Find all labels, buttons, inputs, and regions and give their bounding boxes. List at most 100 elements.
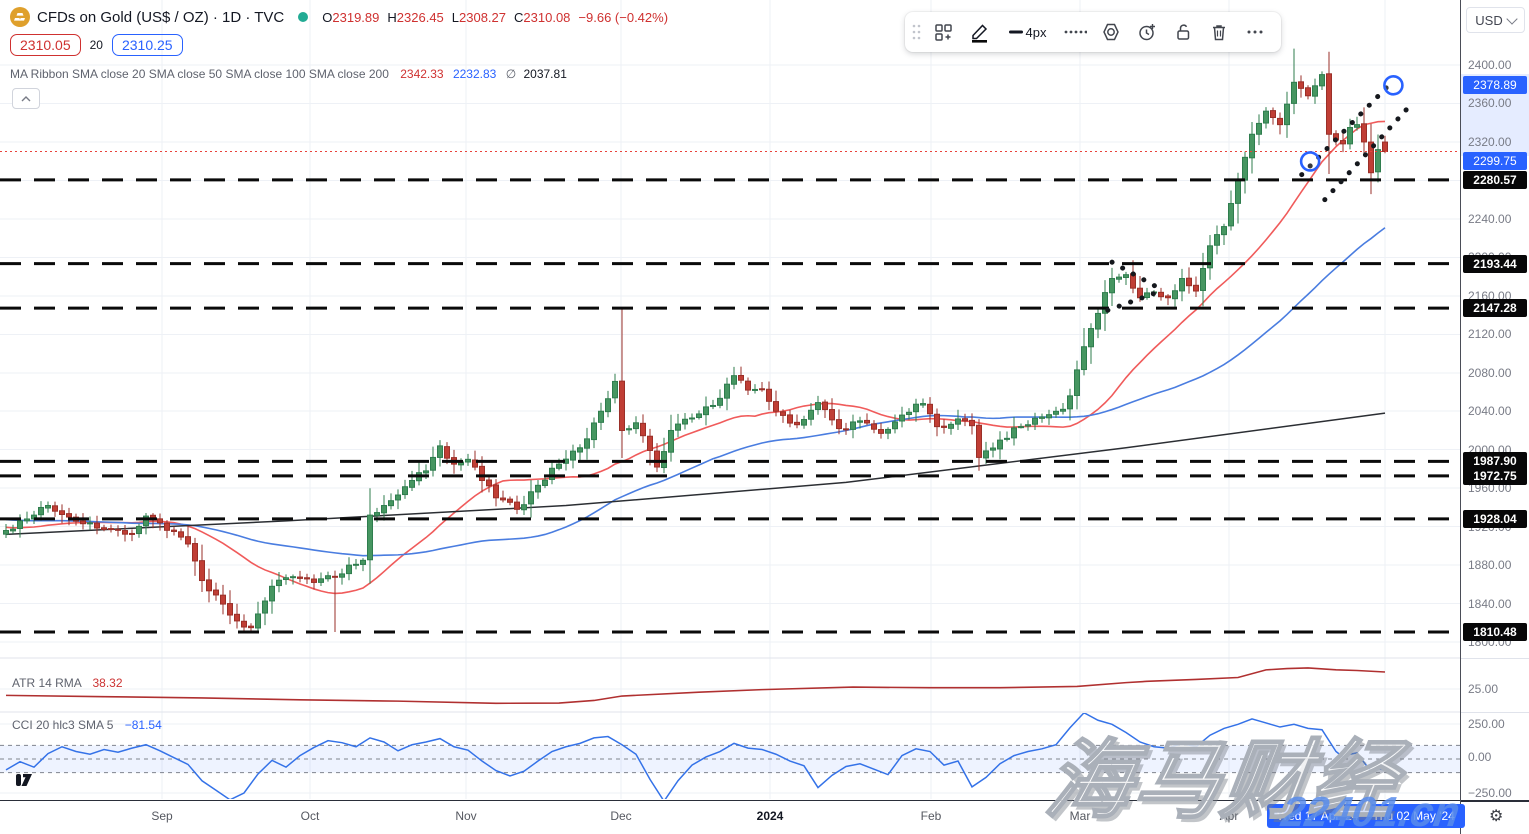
line-width-button[interactable]: 4px <box>998 15 1056 49</box>
ma-ribbon-lines <box>5 120 1386 595</box>
level-price-badge: 2193.44 <box>1463 254 1527 273</box>
line-width-value: 4px <box>1025 24 1047 40</box>
more-options-icon[interactable] <box>1238 15 1272 49</box>
close-label: C <box>514 9 524 25</box>
price-scale[interactable]: 2400.002360.002320.002280.002240.002200.… <box>1460 0 1529 834</box>
candles-layer <box>3 48 1388 634</box>
time-axis-label: Sep <box>151 809 173 823</box>
currency-label: USD <box>1475 12 1503 28</box>
time-axis-label: Mar <box>1069 809 1091 823</box>
price-tick: 2400.00 <box>1468 58 1512 72</box>
open-value: 2319.89 <box>332 9 380 25</box>
atr-line <box>5 667 1386 705</box>
price-tick: 1840.00 <box>1468 596 1512 611</box>
chart-legend: CFDs on Gold (US$ / OZ) · 1D · TVC O2319… <box>10 7 668 109</box>
close-value: 2310.08 <box>523 9 571 25</box>
low-value: 2308.27 <box>459 9 507 25</box>
lock-icon[interactable] <box>1166 15 1200 49</box>
sma-200-line <box>5 412 1386 536</box>
ma-ribbon-sma50-value: 2232.83 <box>452 67 497 81</box>
atr-pane <box>5 667 1386 705</box>
symbol-logo-icon <box>10 7 30 27</box>
key-level-lines <box>0 178 1460 634</box>
time-axis-label: Oct <box>300 809 320 823</box>
atr-label-text: ATR 14 RMA <box>12 676 82 690</box>
ohlc-readout: O2319.89 H2326.45 L2308.27 C2310.08 −9.66 (−… <box>322 10 668 25</box>
price-tick: 2360.00 <box>1468 96 1512 111</box>
tradingview-logo[interactable] <box>16 772 42 793</box>
market-status-icon[interactable] <box>298 12 309 22</box>
cci-tick: 250.00 <box>1468 717 1505 731</box>
axis-settings-gear-icon[interactable]: ⚙ <box>1489 808 1504 825</box>
cci-value: −81.54 <box>124 718 162 732</box>
level-price-badge: 1928.04 <box>1463 509 1527 528</box>
price-tick: 2320.00 <box>1468 134 1512 149</box>
time-axis-label: Dec <box>610 809 632 823</box>
settings-icon[interactable] <box>1094 15 1128 49</box>
price-tick: 2240.00 <box>1468 211 1512 226</box>
time-axis-label: Apr <box>1219 809 1239 823</box>
drawing-toolbar: 4px <box>905 12 1281 52</box>
time-axis-label: Feb <box>920 809 942 823</box>
cci-line <box>5 713 1386 799</box>
sma-20-line <box>5 120 1386 595</box>
level-price-badge: 2147.28 <box>1463 299 1527 318</box>
time-axis-label: 2024 <box>756 809 784 823</box>
toolbar-drag-handle[interactable] <box>909 21 923 43</box>
add-alert-icon[interactable] <box>1130 15 1164 49</box>
pane-separator <box>1461 658 1529 659</box>
delete-icon[interactable] <box>1202 15 1236 49</box>
main-chart-svg[interactable] <box>0 0 1460 800</box>
currency-selector[interactable]: USD <box>1466 7 1525 33</box>
atr-value: 38.32 <box>92 676 123 690</box>
chevron-down-icon <box>1506 12 1518 25</box>
line-style-icon[interactable] <box>1058 15 1092 49</box>
cci-label-text: CCI 20 hlc3 SMA 5 <box>12 718 114 732</box>
range-start-date: Wed 17 Apr '24 <box>1277 809 1359 823</box>
ma-ribbon-legend[interactable]: MA Ribbon SMA close 20 SMA close 50 SMA … <box>10 67 567 81</box>
ma-ribbon-sma20-value: 2342.33 <box>400 67 444 81</box>
price-tick: 2040.00 <box>1468 404 1512 419</box>
ma-ribbon-avg-value: 2037.81 <box>523 67 567 81</box>
price-tick: 2120.00 <box>1468 327 1512 342</box>
drawing-handle[interactable] <box>1383 75 1404 96</box>
ma-ribbon-label: MA Ribbon SMA close 20 SMA close 50 SMA … <box>10 67 389 81</box>
gridlines <box>0 0 1460 799</box>
chart-area[interactable] <box>0 0 1460 800</box>
price-tick: 1880.00 <box>1468 558 1512 573</box>
time-axis[interactable]: Wed 17 Apr '24 Thu 02 May '24 Sep Oct Nov D… <box>0 800 1465 834</box>
template-icon[interactable] <box>926 15 960 49</box>
ma-ribbon-avg-symbol: ∅ <box>505 67 517 81</box>
sell-button[interactable]: 2310.05 <box>10 34 81 56</box>
cci-pane <box>0 713 1460 799</box>
cci-tick: −250.00 <box>1468 786 1512 800</box>
high-label: H <box>387 9 397 25</box>
drawing-price-badge: 2299.75 <box>1463 152 1527 171</box>
atr-legend[interactable]: ATR 14 RMA 38.32 <box>12 676 123 690</box>
level-price-badge: 1972.75 <box>1463 466 1527 485</box>
drawing-price-badge: 2378.89 <box>1463 76 1527 95</box>
change-value: −9.66 (−0.42%) <box>578 9 669 25</box>
axis-separator <box>1461 800 1529 802</box>
high-value: 2326.45 <box>396 9 444 25</box>
range-end-date: Thu 02 May '24 <box>1372 809 1455 823</box>
atr-tick: 25.00 <box>1468 682 1499 696</box>
buy-button[interactable]: 2310.25 <box>111 34 183 56</box>
drawing-handle[interactable] <box>1299 151 1321 172</box>
price-tick: 2080.00 <box>1468 365 1512 380</box>
color-pencil-icon[interactable] <box>962 15 996 49</box>
level-price-badge: 2280.57 <box>1463 170 1527 189</box>
symbol-title[interactable]: CFDs on Gold (US$ / OZ) · 1D · TVC <box>37 8 285 26</box>
cci-tick: 0.00 <box>1468 750 1492 764</box>
low-label: L <box>451 9 460 25</box>
pane-separator <box>1461 712 1529 713</box>
spread-value: 20 <box>89 38 103 52</box>
cci-legend[interactable]: CCI 20 hlc3 SMA 5 −81.54 <box>12 718 162 732</box>
trend-channel-drawing <box>1299 75 1413 203</box>
time-axis-label: Nov <box>455 809 477 823</box>
collapse-legend-button[interactable] <box>12 88 40 109</box>
main-pane <box>3 48 1388 634</box>
pennant-drawing <box>1105 259 1165 313</box>
open-label: O <box>322 9 333 25</box>
